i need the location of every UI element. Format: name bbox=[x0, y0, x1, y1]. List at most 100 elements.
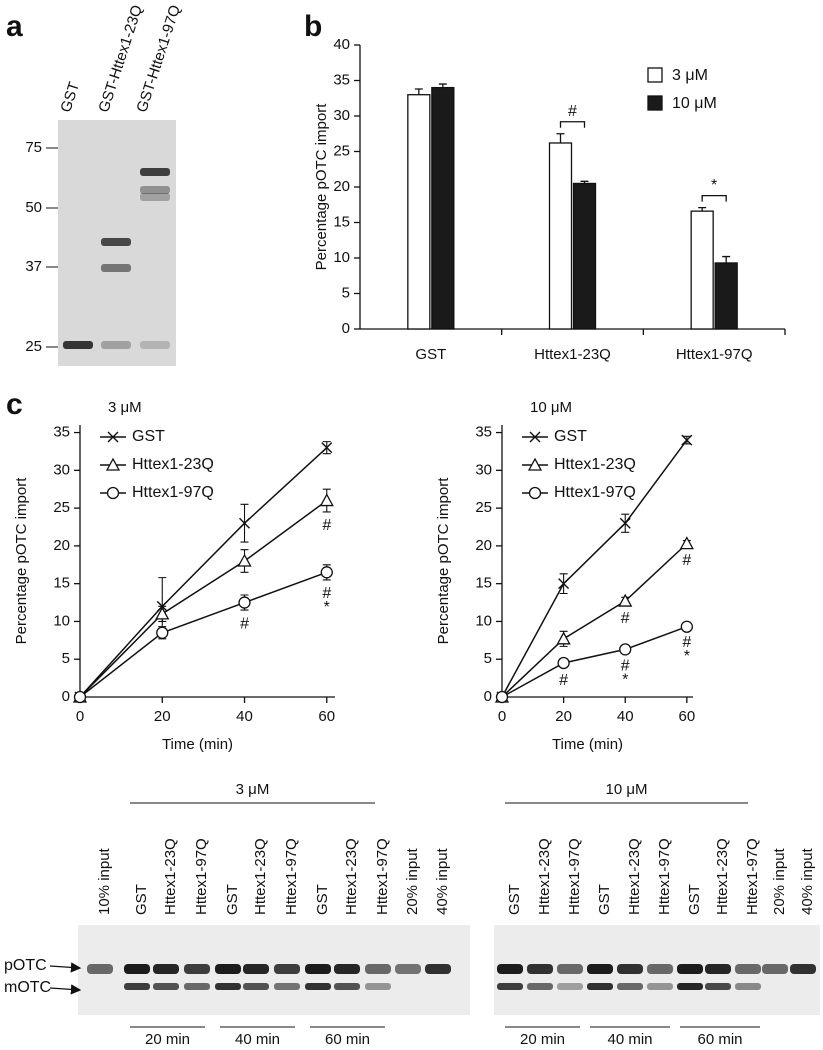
y-tick-label: 35 bbox=[53, 424, 70, 441]
panel-label: b bbox=[304, 10, 322, 43]
marker-circle bbox=[238, 596, 251, 609]
gel-band bbox=[735, 983, 761, 990]
series-line bbox=[79, 571, 328, 698]
x-tick-label: 40 bbox=[617, 708, 634, 725]
marker-label: 25 bbox=[25, 338, 42, 355]
band-label: pOTC bbox=[4, 957, 47, 974]
chart-title: 10 μM bbox=[530, 399, 572, 416]
gel-band bbox=[305, 964, 331, 974]
gel-band bbox=[274, 983, 300, 990]
y-tick-label: 20 bbox=[333, 178, 350, 195]
marker-x bbox=[619, 517, 631, 529]
lane-label: Httex1-97Q bbox=[193, 838, 210, 915]
condition-label: 10 μM bbox=[606, 781, 648, 798]
gel-band bbox=[527, 983, 553, 990]
gel-band bbox=[705, 983, 731, 990]
gel-band bbox=[124, 983, 150, 990]
y-tick-label: 0 bbox=[62, 688, 70, 705]
significance-bracket bbox=[701, 194, 727, 202]
gel-band bbox=[677, 983, 703, 990]
gel-band bbox=[140, 193, 170, 201]
gel-band bbox=[243, 983, 269, 990]
gel-band bbox=[587, 983, 613, 990]
gel-band bbox=[334, 964, 360, 974]
y-tick-label: 25 bbox=[333, 142, 350, 159]
gel-band bbox=[101, 341, 131, 349]
significance-mark: # bbox=[621, 610, 630, 627]
marker-circle bbox=[156, 626, 169, 639]
x-tick-label: 20 bbox=[555, 708, 572, 725]
gel-band bbox=[365, 983, 391, 990]
gel-band bbox=[101, 238, 131, 246]
bar bbox=[714, 262, 738, 330]
gel-band bbox=[334, 983, 360, 990]
time-label: 40 min bbox=[607, 1031, 652, 1048]
significance-mark: # bbox=[322, 585, 331, 602]
series-line bbox=[79, 499, 328, 698]
y-tick-label: 10 bbox=[333, 249, 350, 266]
legend-label: Httex1-97Q bbox=[132, 484, 214, 501]
gel-band bbox=[762, 964, 788, 974]
gel-band bbox=[63, 341, 93, 349]
significance-mark: # bbox=[682, 634, 691, 651]
x-tick-label: Httex1-97Q bbox=[676, 346, 753, 363]
legend-label: GST bbox=[554, 428, 587, 445]
lane-label: Httex1-23Q bbox=[162, 838, 179, 915]
gel-band bbox=[497, 983, 523, 990]
gel-band bbox=[557, 964, 583, 974]
marker-circle bbox=[680, 620, 693, 633]
y-tick-label: 5 bbox=[484, 650, 492, 667]
legend-marker bbox=[529, 431, 541, 443]
lane-label: 40% input bbox=[799, 847, 816, 915]
lane-label: Httex1-23Q bbox=[626, 838, 643, 915]
marker-x bbox=[321, 442, 333, 454]
legend-label: 3 μM bbox=[672, 67, 708, 84]
time-label: 60 min bbox=[325, 1031, 370, 1048]
x-tick-label: 40 bbox=[236, 708, 253, 725]
marker-circle bbox=[320, 566, 333, 579]
bar bbox=[407, 94, 431, 330]
lane-label: GST bbox=[314, 884, 331, 915]
gel-band bbox=[790, 964, 816, 974]
gel-band bbox=[587, 964, 613, 974]
lane-label: 20% input bbox=[404, 847, 421, 915]
gel-band bbox=[305, 983, 331, 990]
lane-label: 20% input bbox=[771, 847, 788, 915]
legend-label: 10 μM bbox=[672, 95, 717, 112]
legend-label: Httex1-23Q bbox=[554, 456, 636, 473]
gel-band bbox=[497, 964, 523, 974]
legend-marker bbox=[528, 486, 542, 500]
x-tick-label: 0 bbox=[76, 708, 84, 725]
bar bbox=[548, 142, 573, 330]
series-line bbox=[501, 626, 688, 698]
legend-label: Httex1-23Q bbox=[132, 456, 214, 473]
marker-triangle bbox=[618, 593, 633, 607]
gel-band bbox=[153, 964, 179, 974]
y-tick-label: 10 bbox=[475, 612, 492, 629]
y-tick-label: 20 bbox=[475, 537, 492, 554]
gel-band bbox=[87, 964, 113, 974]
gel-band bbox=[705, 964, 731, 974]
gel-band bbox=[677, 964, 703, 974]
lane-label: Httex1-23Q bbox=[252, 838, 269, 915]
marker-triangle bbox=[155, 606, 170, 620]
gel-band bbox=[647, 964, 673, 974]
x-axis-label: Time (min) bbox=[162, 736, 233, 753]
y-tick-label: 15 bbox=[53, 575, 70, 592]
marker-circle bbox=[557, 656, 570, 670]
y-tick-label: 30 bbox=[53, 461, 70, 478]
gel-band bbox=[184, 964, 210, 974]
y-tick-label: 25 bbox=[53, 499, 70, 516]
series-line bbox=[501, 543, 688, 698]
x-tick-label: GST bbox=[415, 346, 446, 363]
error-bar bbox=[698, 206, 707, 212]
bar bbox=[572, 182, 597, 330]
marker-x bbox=[681, 434, 693, 446]
y-tick-label: 20 bbox=[53, 537, 70, 554]
marker-triangle bbox=[556, 631, 571, 645]
y-tick-label: 35 bbox=[475, 424, 492, 441]
y-tick-label: 40 bbox=[333, 36, 350, 53]
time-label: 20 min bbox=[520, 1031, 565, 1048]
error-bar bbox=[414, 88, 423, 95]
